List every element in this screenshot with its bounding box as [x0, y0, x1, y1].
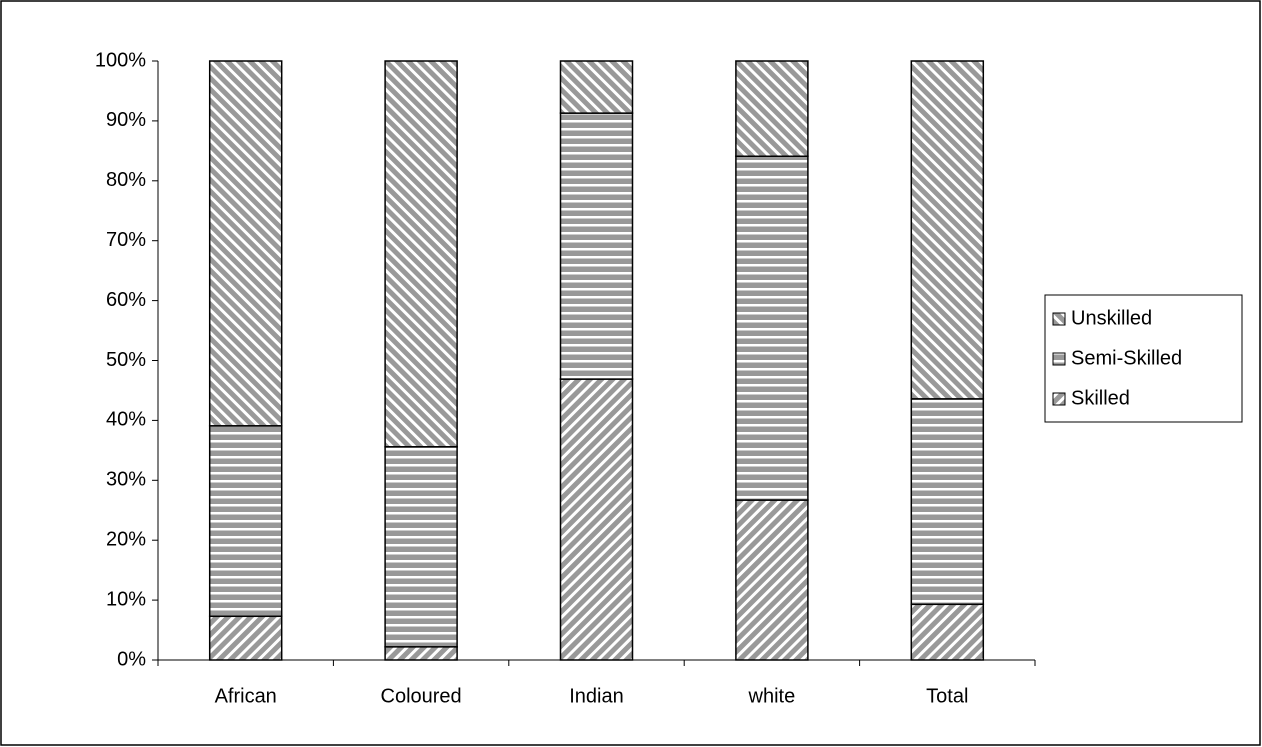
bar-segment: [208, 60, 283, 427]
legend-swatch: [1052, 392, 1066, 406]
y-tick-label: 70%: [106, 229, 146, 251]
legend-box: [1044, 294, 1243, 423]
bar-segment: [735, 60, 809, 157]
x-tick-label: African: [215, 685, 277, 707]
legend-label: Unskilled: [1071, 307, 1152, 329]
legend-swatch: [1052, 352, 1066, 366]
bar-segment: [735, 499, 809, 661]
x-tick-label: Coloured: [381, 685, 462, 707]
bar-segment: [384, 60, 458, 448]
bar-segment: [559, 60, 634, 114]
x-tick-label: Indian: [569, 685, 624, 707]
legend-swatch: [1052, 312, 1066, 326]
bar-segment: [910, 60, 985, 400]
x-tick-label: Total: [926, 685, 968, 707]
legend-label: Skilled: [1071, 387, 1130, 409]
bar-segment: [910, 603, 985, 661]
legend-label: Semi-Skilled: [1071, 347, 1182, 369]
y-tick-label: 40%: [106, 409, 146, 431]
bar-segment: [559, 378, 634, 661]
y-tick-label: 50%: [106, 349, 146, 371]
y-tick-label: 0%: [117, 648, 146, 670]
bar-segment: [910, 398, 985, 606]
bar-segment: [559, 112, 634, 380]
bar-segment: [384, 646, 458, 661]
y-tick-label: 30%: [106, 469, 146, 491]
bar-segment: [384, 446, 458, 648]
y-tick-label: 90%: [106, 109, 146, 131]
y-tick-label: 80%: [106, 169, 146, 191]
bar-segment: [208, 615, 283, 661]
y-tick-label: 60%: [106, 289, 146, 311]
x-tick-label: white: [748, 685, 796, 707]
y-tick-label: 10%: [106, 588, 146, 610]
bar-segment: [735, 155, 809, 501]
bar-segment: [208, 425, 283, 618]
y-tick-label: 100%: [95, 49, 146, 71]
y-tick-label: 20%: [106, 528, 146, 550]
